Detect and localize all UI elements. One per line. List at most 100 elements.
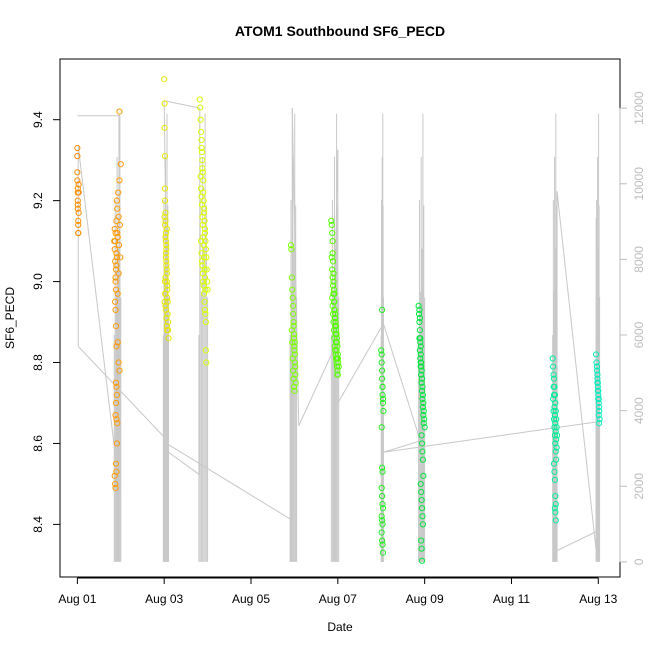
data-point [291,347,298,354]
secondary-segment [168,451,201,476]
data-point [552,428,559,435]
data-point [113,262,120,269]
data-point [378,347,385,354]
y-right-tick-label: 4000 [632,397,646,424]
data-point [114,290,121,297]
data-point [593,351,600,358]
data-point [199,213,206,220]
data-point [161,278,169,285]
data-point [113,391,120,398]
data-point [416,318,423,326]
data-point [550,391,558,398]
data-point [553,436,560,443]
data-point [552,420,559,427]
data-point [329,266,336,273]
data-point [420,399,427,407]
secondary-segment [382,323,421,442]
data-point [288,274,295,281]
data-point [163,314,170,322]
data-point [197,185,205,192]
data-point [418,440,426,447]
data-point [111,472,118,479]
data-point [112,480,119,488]
data-point [417,351,424,358]
x-tick-label: Aug 05 [232,592,270,606]
data-point [418,537,425,544]
data-point [379,395,387,403]
data-point [114,339,121,346]
data-point [333,355,341,362]
data-point [417,480,424,488]
data-point [112,298,119,305]
data-point [200,242,207,249]
data-point [74,144,81,152]
data-point [330,270,337,277]
data-point [198,148,206,156]
data-point [114,205,121,212]
data-point [116,108,123,115]
data-point [419,456,427,463]
data-point [594,383,601,390]
data-point [202,347,209,354]
data-point [161,197,169,204]
data-point [116,367,123,374]
data-point [378,424,385,431]
data-point [163,266,170,273]
data-point [112,379,120,386]
data-point [418,375,426,382]
data-point [553,416,560,423]
data-point [204,286,211,293]
data-point [163,246,170,253]
data-point [116,221,124,229]
data-point [329,229,336,237]
data-point [379,492,386,500]
data-point [75,221,82,229]
data-point [112,238,119,245]
data-point [379,521,386,528]
secondary-segment [383,440,421,453]
data-point [418,545,425,552]
data-point [379,541,386,548]
secondary-segment [77,346,165,438]
data-point [596,407,603,415]
data-point [551,468,558,475]
data-point [418,432,425,439]
data-point [117,254,124,261]
data-point [593,367,601,374]
data-point [116,177,123,184]
y-right-tick-label: 8000 [632,246,646,273]
data-point [162,233,169,241]
data-point [419,383,426,390]
data-point [75,217,82,224]
data-point [112,278,119,285]
data-point [334,367,341,374]
data-point [593,359,600,366]
data-point [551,505,558,512]
data-point [418,505,426,512]
x-tick-label: Aug 03 [145,592,183,606]
data-point [420,412,427,419]
data-point [162,306,170,314]
data-point [162,254,170,261]
data-point [418,363,425,370]
data-point [163,278,170,285]
data-point [594,375,601,382]
data-point [330,290,337,297]
secondary-segment [77,145,121,494]
data-point [332,351,339,358]
data-point [551,403,558,411]
data-point [417,359,424,366]
data-point [199,221,206,229]
data-point [332,310,339,318]
y-right-tick-label: 10000 [632,167,646,201]
x-axis-label: Date [327,620,353,634]
data-point [334,371,341,378]
data-point [417,339,424,346]
data-point [117,161,124,168]
data-point [112,412,119,419]
data-point [330,298,338,305]
data-point [163,225,170,233]
data-point [419,513,426,520]
data-point [333,335,341,342]
